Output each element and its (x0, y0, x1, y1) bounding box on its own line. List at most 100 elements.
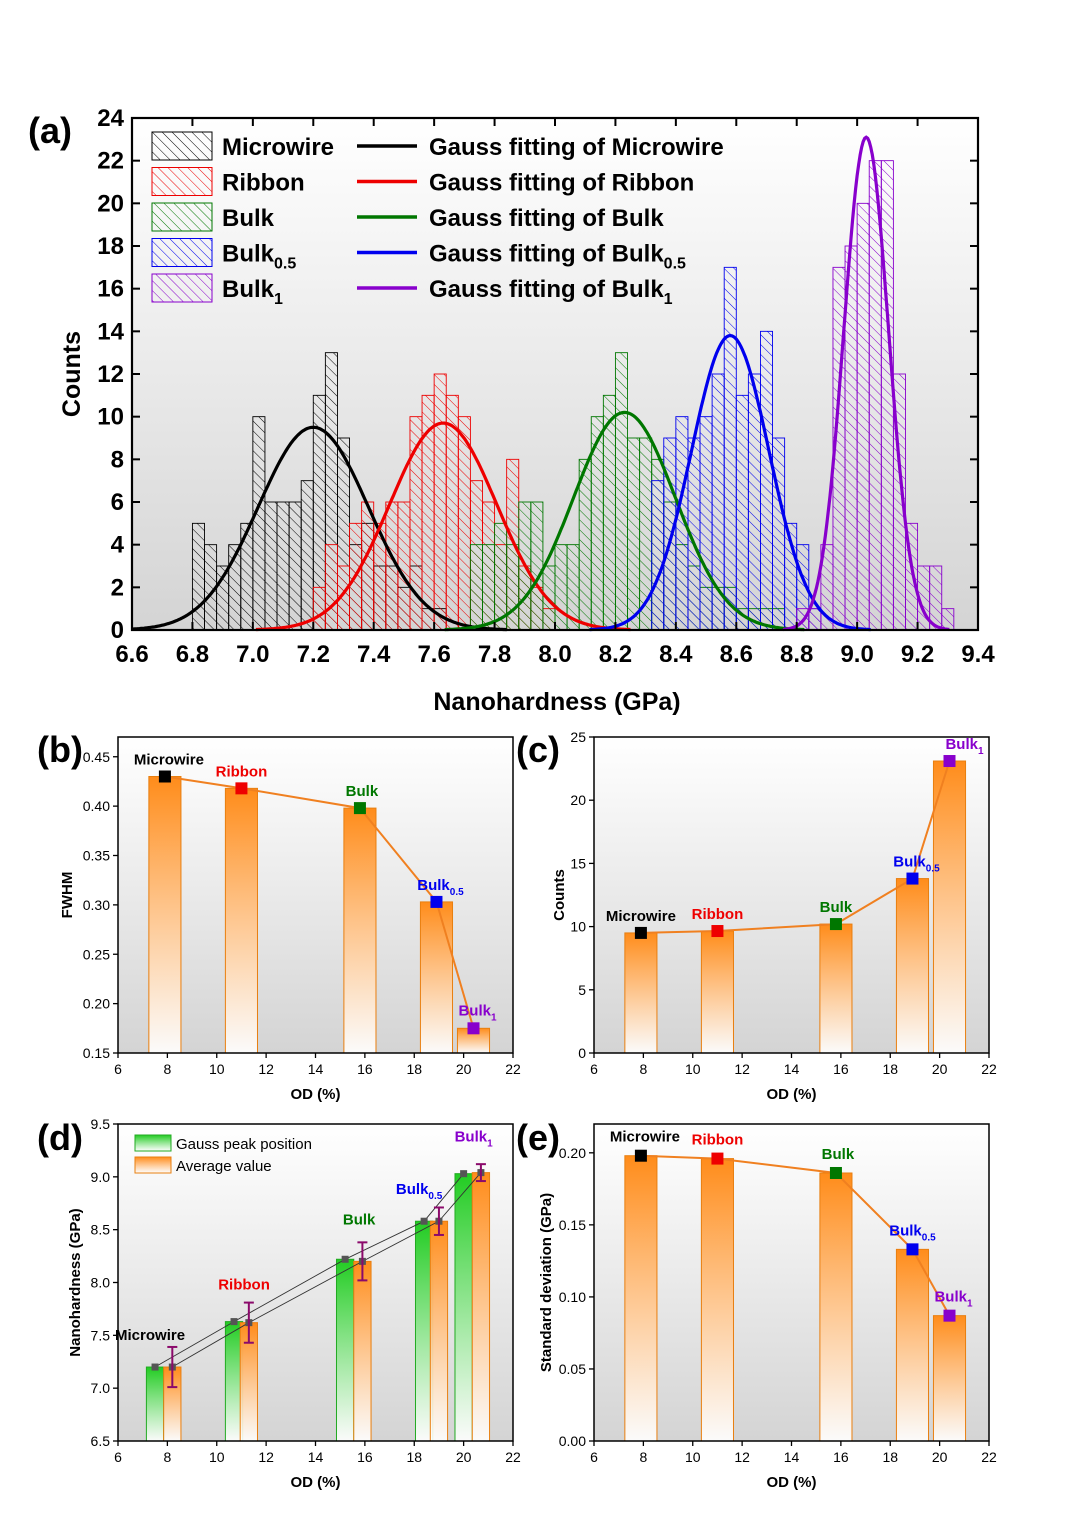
panel-c: (c) Microwire Ribbon Bulk Bulk0.5 Bulk1 6 8 10 12… (516, 729, 997, 1103)
data-marker (906, 1243, 919, 1256)
histogram-bar (288, 501, 302, 631)
y-axis-label: Nanohardness (GPa) (67, 1208, 84, 1356)
x-tick-label: 22 (505, 1449, 521, 1465)
histogram-bar (252, 416, 266, 631)
legend-swatch (134, 1156, 172, 1174)
x-tick-label: 12 (258, 1061, 274, 1077)
y-tick-label: 0.25 (83, 946, 110, 962)
y-tick-label: 12 (97, 361, 124, 388)
category-label: Microwire (115, 1327, 185, 1344)
y-tick-label: 0.45 (83, 749, 110, 765)
histogram-bar (578, 458, 592, 631)
legend-swatch (151, 202, 213, 232)
legend-label: Ribbon (222, 170, 305, 197)
y-tick-label: 0 (578, 1045, 586, 1061)
x-tick-label: 8.0 (538, 641, 571, 668)
y-tick-label: 0.00 (559, 1433, 586, 1449)
x-tick-label: 14 (308, 1449, 324, 1465)
gauss-fit-Bulk0.5 (589, 333, 871, 632)
series-Bulk0.5 (651, 266, 822, 631)
histogram-bar (699, 416, 713, 631)
legend-fit-label: Gauss fitting of Microwire (429, 134, 724, 161)
bar (932, 760, 967, 1054)
bar (895, 878, 930, 1054)
legend-fit-label: Gauss fitting of Bulk0.5 (429, 241, 686, 273)
bar (624, 932, 658, 1054)
x-tick-label: 8 (163, 1061, 171, 1077)
x-tick-label: 14 (784, 1449, 800, 1465)
histogram-bar (457, 416, 471, 631)
y-tick-label: 10 (97, 404, 124, 431)
x-tick-label: 22 (505, 1061, 521, 1077)
category-label: Bulk0.5 (889, 1222, 936, 1243)
legend-label: Bulk1 (222, 276, 283, 308)
histogram-bar (542, 565, 556, 631)
x-tick-label: 8.8 (780, 641, 813, 668)
x-axis-label: OD (%) (291, 1474, 341, 1491)
gauss-fit-Microwire (131, 425, 507, 632)
x-tick-label: 12 (734, 1449, 750, 1465)
x-tick-label: 8.6 (720, 641, 753, 668)
y-tick-label: 8.5 (91, 1222, 111, 1238)
y-tick-label: 20 (570, 792, 586, 808)
y-tick-label: 8 (111, 446, 124, 473)
data-marker (341, 1255, 349, 1263)
histogram-bar (651, 480, 665, 631)
data-marker (235, 782, 248, 795)
category-label: Bulk0.5 (417, 877, 464, 898)
histogram-bar (723, 266, 737, 631)
histogram-bar (530, 501, 544, 631)
legend-label: Bulk0.5 (222, 241, 296, 273)
histogram-bar (469, 544, 483, 631)
y-tick-label: 0.05 (559, 1361, 586, 1377)
category-label: Ribbon (692, 906, 744, 923)
legend-fit-label: Gauss fitting of Bulk1 (429, 276, 673, 308)
legend-swatch (151, 131, 213, 161)
x-tick-label: 7.6 (417, 641, 450, 668)
category-label: Ribbon (692, 1132, 744, 1149)
y-tick-label: 22 (97, 148, 124, 175)
legend-fit-label: Gauss fitting of Ribbon (429, 170, 694, 197)
panel-b: (b) Microwire Ribbon Bulk Bulk0.5 Bulk1 6 8 10 12… (37, 729, 521, 1103)
panel-label-a: (a) (28, 110, 72, 151)
bar-gauss (335, 1258, 355, 1442)
category-label: Ribbon (216, 763, 268, 780)
x-axis-label: OD (%) (291, 1086, 341, 1103)
x-tick-label: 18 (406, 1449, 422, 1465)
x-tick-label: 12 (258, 1449, 274, 1465)
y-axis-label: FWHM (59, 872, 76, 919)
x-tick-label: 20 (932, 1449, 948, 1465)
histogram-bar (602, 394, 616, 631)
data-marker (467, 1022, 480, 1035)
x-tick-label: 7.2 (297, 641, 330, 668)
y-tick-label: 0.20 (83, 996, 110, 1012)
x-tick-label: 14 (308, 1061, 324, 1077)
panel-d: (d) Microwire Ribbon Bulk Bulk0.5 Bulk1 Gauss … (37, 1116, 521, 1491)
category-label: Ribbon (218, 1277, 270, 1294)
x-tick-label: 8.2 (599, 641, 632, 668)
histogram-bar (312, 586, 326, 631)
x-tick-label: 10 (209, 1449, 225, 1465)
legend-d: Gauss peak position Average value (134, 1134, 312, 1175)
x-tick-label: 8 (639, 1449, 647, 1465)
y-tick-label: 0.15 (559, 1217, 586, 1233)
y-tick-label: 24 (97, 105, 124, 132)
histogram-bar (191, 522, 205, 631)
bar (224, 787, 258, 1054)
histogram-bar (397, 501, 411, 631)
y-tick-label: 18 (97, 233, 124, 260)
histogram-bar (856, 202, 870, 631)
y-tick-label: 9.0 (91, 1169, 111, 1185)
gauss-fit-Ribbon (255, 421, 631, 632)
data-marker (943, 1309, 956, 1322)
bar-average (471, 1172, 491, 1442)
x-tick-label: 10 (209, 1061, 225, 1077)
bar (148, 776, 182, 1054)
y-tick-label: 0.35 (83, 848, 110, 864)
y-tick-label: 8.0 (91, 1275, 111, 1291)
x-tick-label: 16 (833, 1449, 849, 1465)
histogram-bar (627, 437, 641, 631)
panel-label: (d) (37, 1117, 83, 1158)
panel-a: (a) 6.6 6.8 7.0 7.2 7.4 7.6 7.8 8.0 8.2 8.4 8.6 8.8 9… (28, 105, 995, 716)
